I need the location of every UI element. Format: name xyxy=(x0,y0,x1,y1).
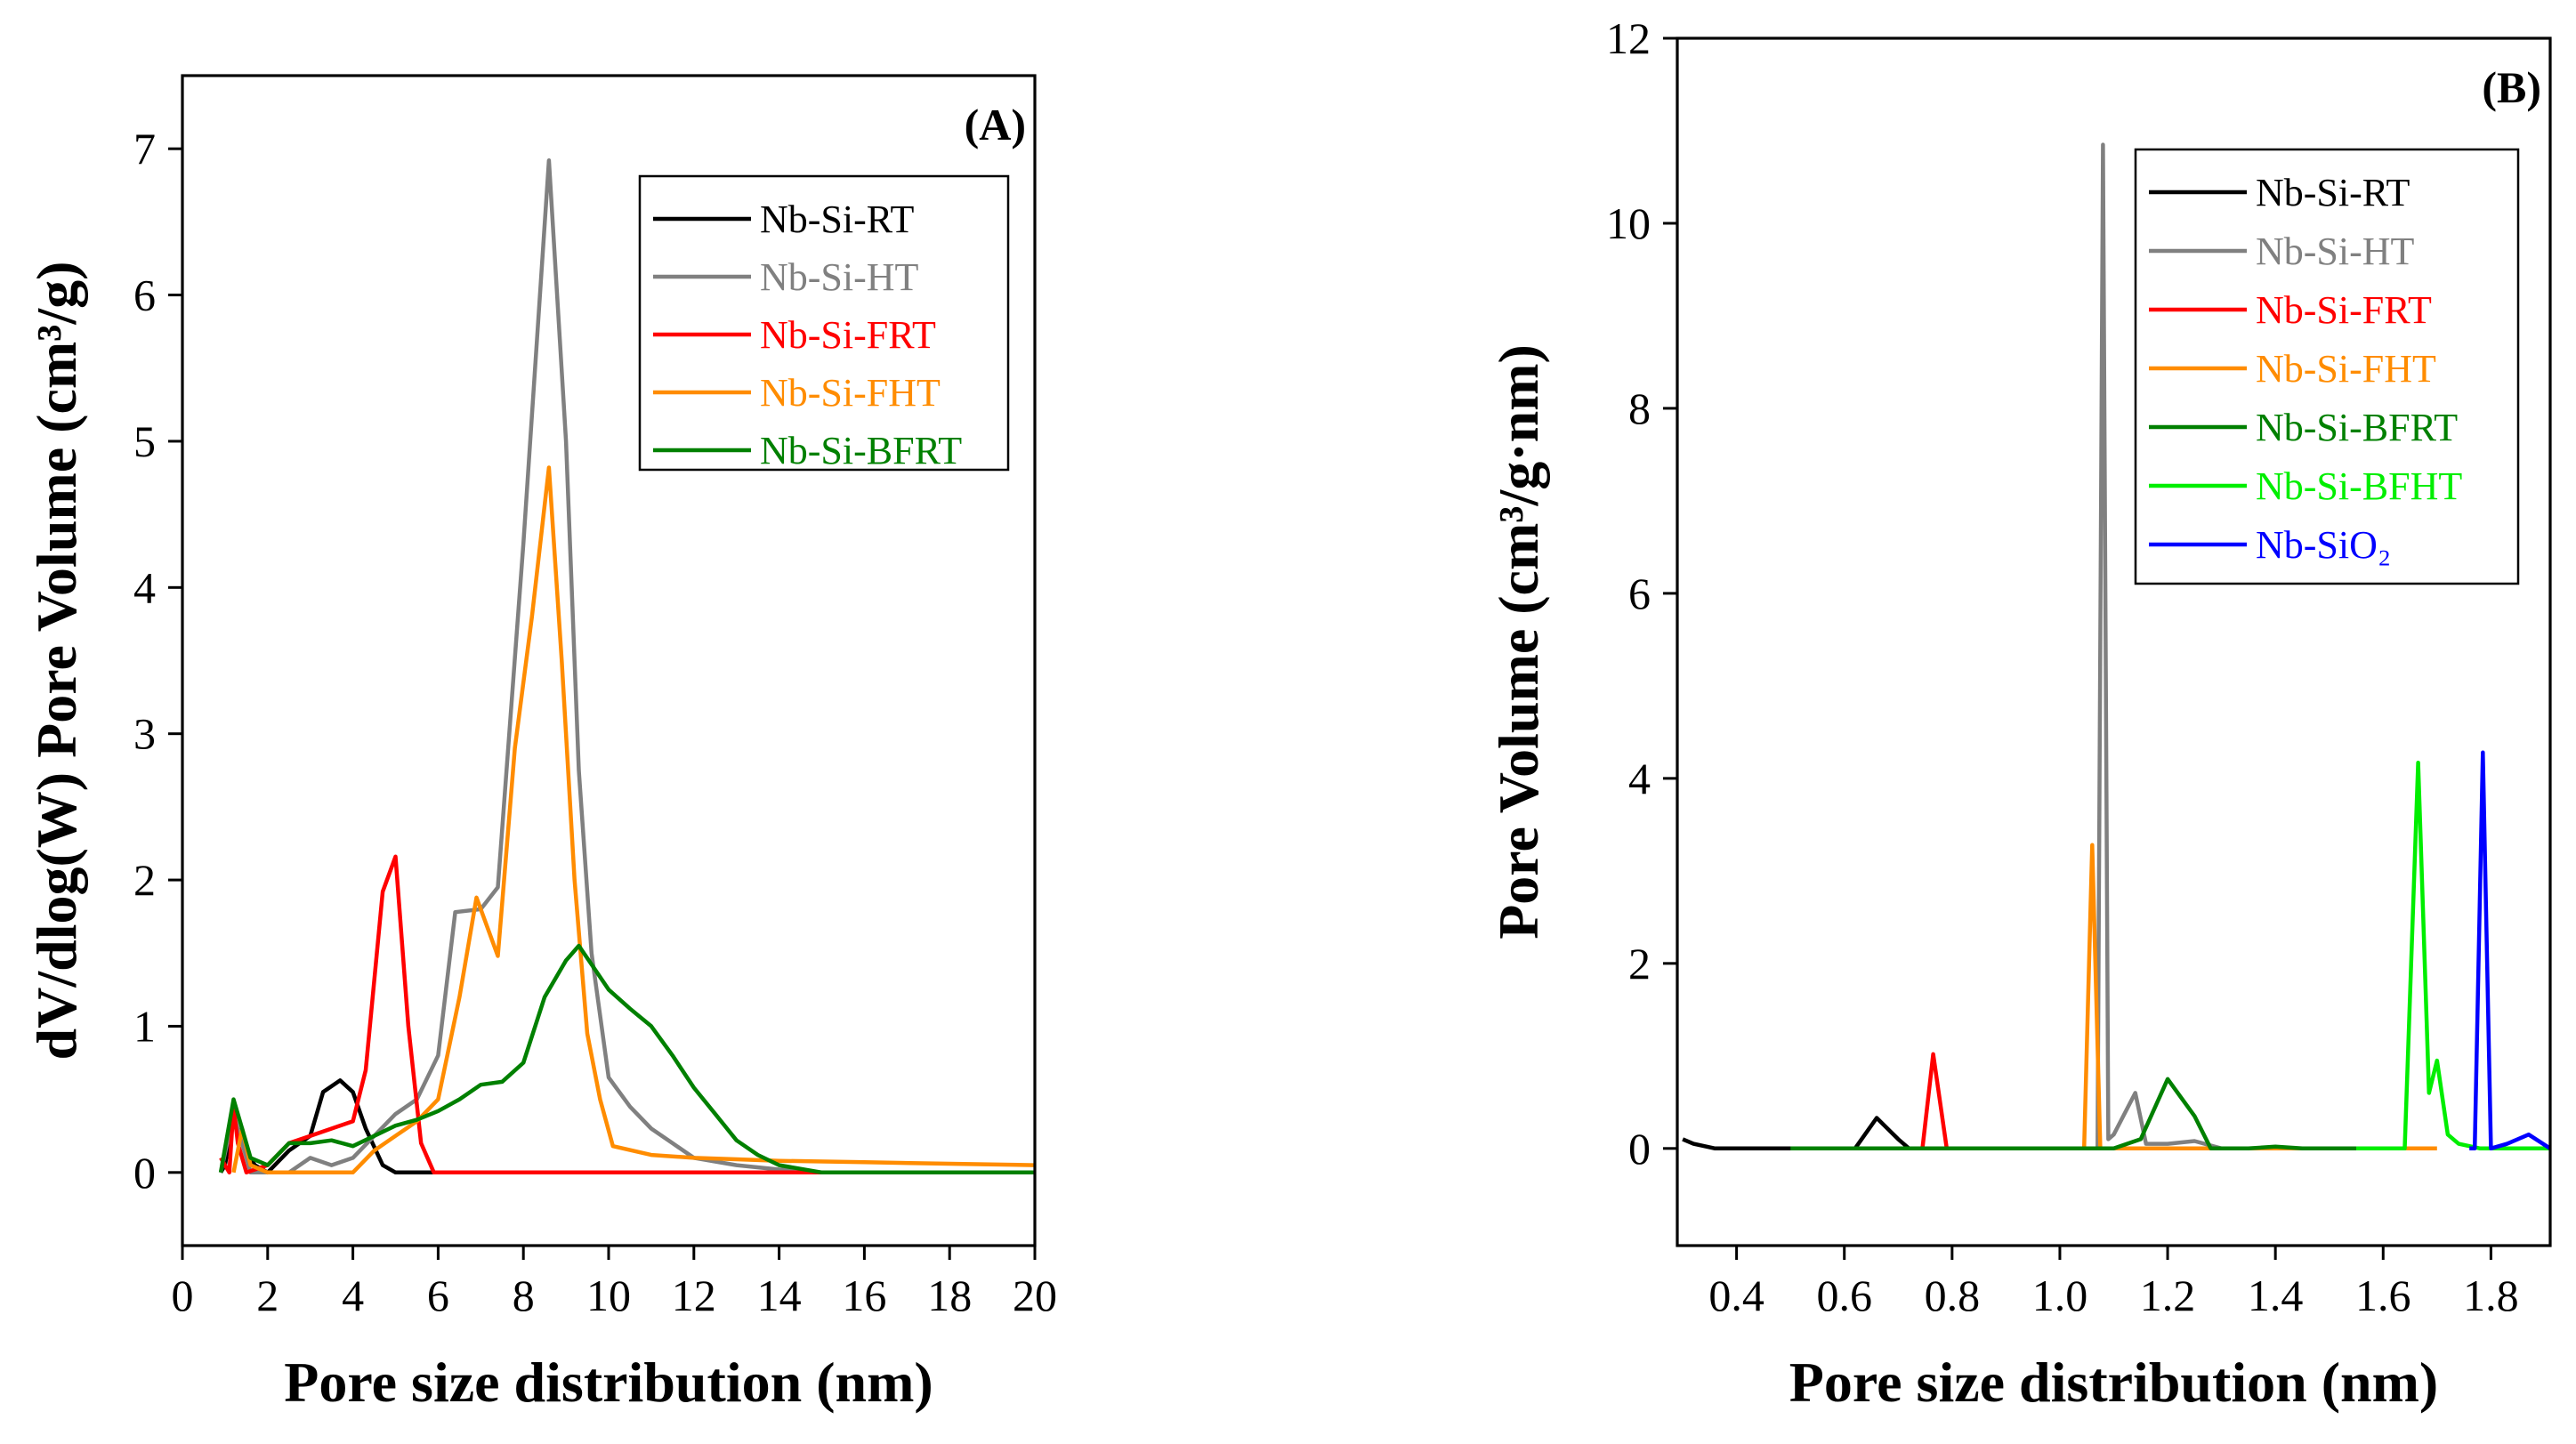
y-tick-label: 0 xyxy=(1628,1124,1651,1174)
y-tick-label: 0 xyxy=(133,1148,156,1198)
legend-label: Nb-Si-BFRT xyxy=(760,429,962,472)
legend-label: Nb-Si-FHT xyxy=(760,371,941,415)
x-tick-label: 1.0 xyxy=(2032,1271,2088,1320)
x-tick-label: 4 xyxy=(342,1271,364,1320)
series-line-nb-si-fht xyxy=(231,465,1035,1175)
x-tick-label: 6 xyxy=(427,1271,449,1320)
series-line-nb-sio- xyxy=(2469,750,2550,1151)
x-axis-title: Pore size distribution (nm) xyxy=(1789,1351,2438,1414)
y-tick-label: 2 xyxy=(1628,939,1651,988)
series-line-nb-si-bfrt xyxy=(218,943,1035,1175)
y-axis-title: Pore Volume (cm³/g·nm) xyxy=(1487,344,1550,940)
x-tick-label: 1.8 xyxy=(2463,1271,2519,1320)
y-tick-label: 1 xyxy=(133,1001,156,1051)
series-line-nb-si-bfrt xyxy=(1790,1077,2356,1151)
panel-label: (A) xyxy=(965,100,1026,149)
x-tick-label: 0.4 xyxy=(1708,1271,1764,1320)
y-tick-label: 4 xyxy=(133,562,156,612)
legend: Nb-Si-RT Nb-Si-HT Nb-Si-FRT Nb-Si-FHT Nb-Si-… xyxy=(638,174,1010,472)
x-tick-label: 14 xyxy=(757,1271,802,1320)
legend-label: Nb-Si-RT xyxy=(2256,171,2410,214)
x-tick-label: 20 xyxy=(1013,1271,1057,1320)
y-tick-label: 5 xyxy=(133,416,156,466)
x-tick-label: 1.6 xyxy=(2355,1271,2411,1320)
legend-label: Nb-Si-RT xyxy=(760,198,914,241)
plot-frame xyxy=(1676,36,2552,1247)
x-tick-label: 1.4 xyxy=(2248,1271,2304,1320)
x-tick-label: 16 xyxy=(842,1271,886,1320)
x-tick-label: 0 xyxy=(172,1271,194,1320)
x-tick-label: 12 xyxy=(672,1271,716,1320)
x-tick-label: 10 xyxy=(586,1271,631,1320)
y-tick-label: 6 xyxy=(1628,569,1651,618)
x-tick-label: 8 xyxy=(513,1271,535,1320)
x-tick-label: 1.2 xyxy=(2140,1271,2196,1320)
series-line-nb-si-ht xyxy=(2081,142,2223,1151)
legend-label: Nb-Si-HT xyxy=(2256,230,2415,273)
legend-box xyxy=(638,174,1010,472)
x-tick-label: 0.6 xyxy=(1816,1271,1872,1320)
legend-label: Nb-Si-BFHT xyxy=(2256,464,2462,508)
legend: Nb-Si-RT Nb-Si-HT Nb-Si-FRT Nb-Si-FHT Nb-Si-… xyxy=(2134,148,2520,585)
y-tick-label: 10 xyxy=(1606,198,1651,248)
series-group xyxy=(218,158,1035,1175)
y-tick-label: 6 xyxy=(133,270,156,320)
legend-label: Nb-Si-FHT xyxy=(2256,347,2436,391)
legend-label: Nb-Si-BFRT xyxy=(2256,406,2458,449)
panel-b: 0.4 0.6 0.8 1.0 1.2 1.4 1.6 1.8 0 2 4 6 8 10 12 (B) Pore… xyxy=(1487,13,2552,1414)
y-tick-label: 4 xyxy=(1628,754,1651,803)
legend-label: Nb-Si-HT xyxy=(760,255,919,299)
x-tick-label: 18 xyxy=(927,1271,972,1320)
x-tick-label: 2 xyxy=(256,1271,279,1320)
y-tick-label: 8 xyxy=(1628,383,1651,433)
y-tick-label: 12 xyxy=(1606,13,1651,63)
panel-label: (B) xyxy=(2482,62,2541,112)
legend-label: Nb-Si-FRT xyxy=(760,313,936,357)
y-tick-label: 2 xyxy=(133,855,156,905)
x-axis-title: Pore size distribution (nm) xyxy=(284,1351,933,1414)
legend-label: Nb-SiO₂ xyxy=(2256,523,2391,567)
x-tick-label: 0.8 xyxy=(1925,1271,1981,1320)
series-line-nb-si-frt xyxy=(219,854,1035,1175)
legend-label: Nb-Si-FRT xyxy=(2256,288,2432,332)
series-group xyxy=(1682,142,2550,1151)
y-axis-title: dV/dlog(W) Pore Volume (cm³/g) xyxy=(25,262,88,1061)
y-tick-label: 3 xyxy=(133,709,156,759)
y-tick-label: 7 xyxy=(133,124,156,173)
